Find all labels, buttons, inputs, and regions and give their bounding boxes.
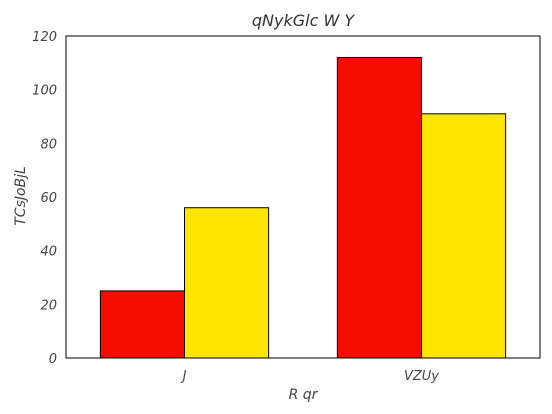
bar-2-j [185, 208, 269, 358]
bar-1-vzuy [337, 57, 421, 358]
bar-1-j [100, 291, 184, 358]
y-tick-label: 0 [49, 352, 57, 367]
y-tick-label: 60 [40, 191, 57, 206]
x-axis-label: R qr [289, 387, 319, 403]
y-tick-label: 80 [40, 137, 57, 152]
x-tick-label: J [180, 369, 187, 384]
y-tick-label: 100 [32, 84, 57, 99]
plot-area: J VZUy 0 20 40 60 80 100 120 [32, 30, 540, 384]
y-tick-label: 20 [40, 298, 57, 313]
x-tick-label: VZUy [404, 369, 439, 384]
y-tick-label: 40 [40, 245, 57, 260]
y-tick-label: 120 [32, 30, 57, 45]
chart-title: qNykGlc W Y [252, 11, 355, 30]
y-axis-label: TCsJoBjL [13, 166, 29, 226]
bar-2-vzuy [422, 114, 506, 358]
